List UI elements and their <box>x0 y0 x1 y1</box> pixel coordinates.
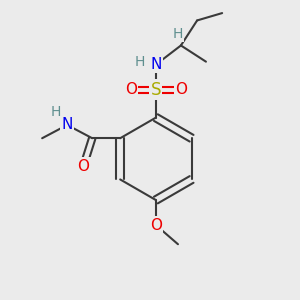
Text: H: H <box>173 27 183 41</box>
Text: O: O <box>175 82 187 97</box>
Text: S: S <box>151 81 161 99</box>
Text: N: N <box>150 57 162 72</box>
Text: H: H <box>50 105 61 119</box>
Text: H: H <box>134 55 145 69</box>
Text: O: O <box>150 218 162 232</box>
Text: O: O <box>77 159 89 174</box>
Text: O: O <box>125 82 137 97</box>
Text: N: N <box>61 118 73 133</box>
